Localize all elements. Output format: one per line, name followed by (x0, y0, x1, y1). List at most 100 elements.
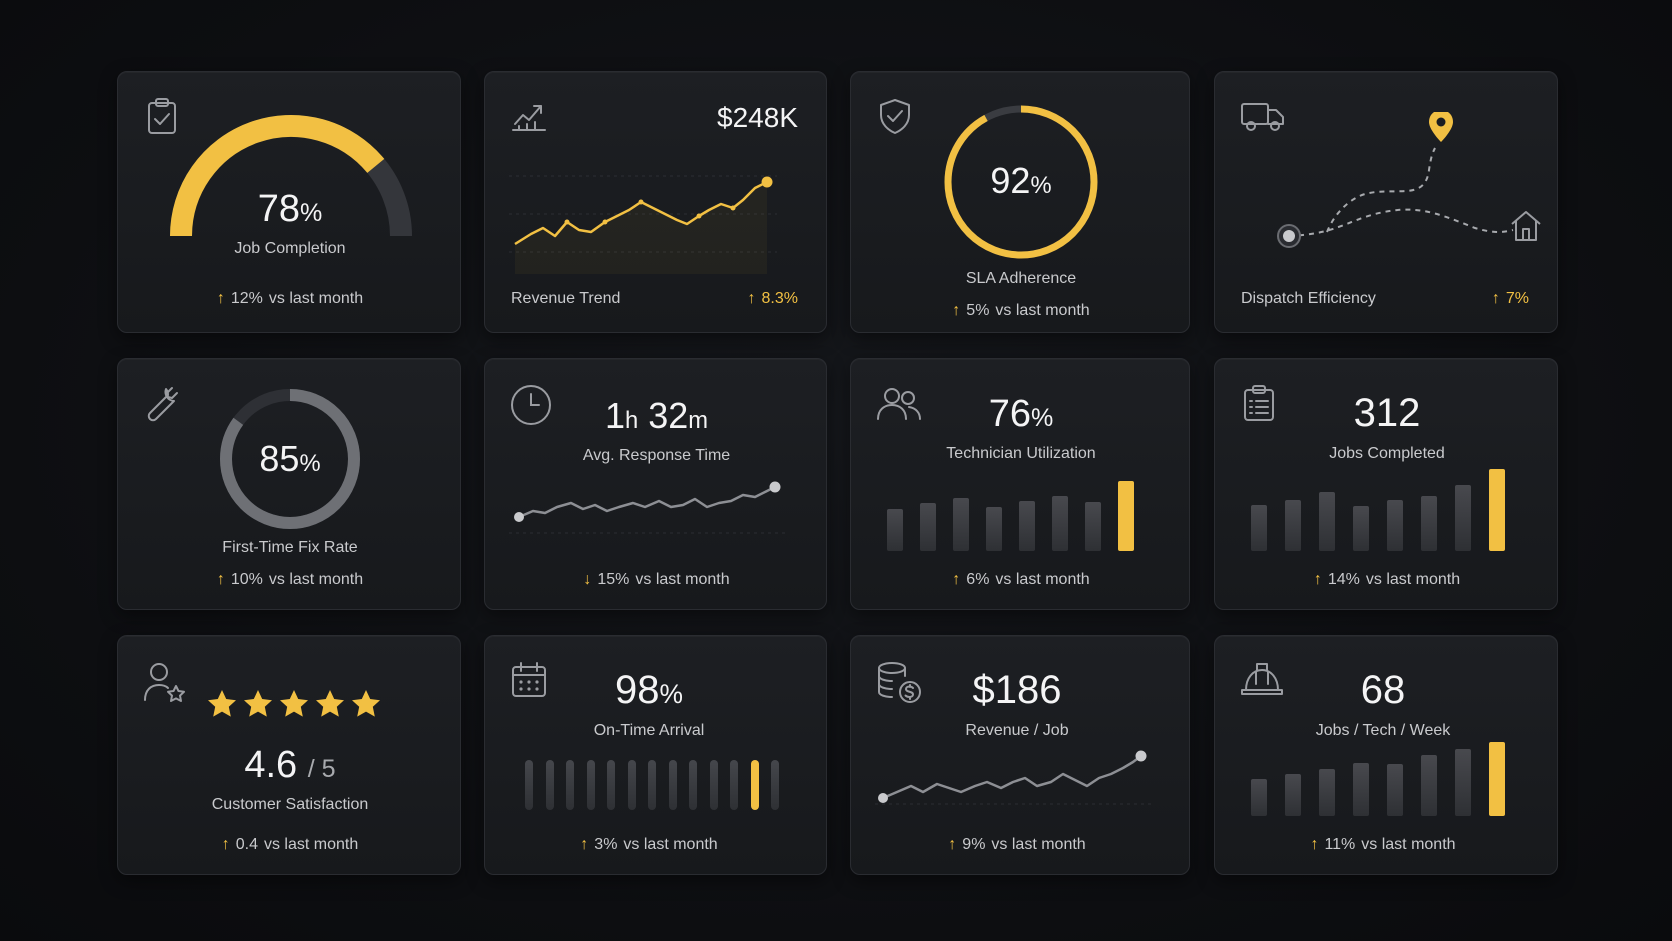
bar (1421, 496, 1437, 551)
star-icon (244, 690, 272, 717)
jobs-per-tech-card[interactable]: 68 Jobs / Tech / Week ↑ 11% vs last month (1214, 635, 1558, 875)
revenue-per-job-delta: ↑ 9% vs last month (948, 836, 1086, 853)
star-rating (206, 688, 386, 724)
bar (668, 760, 677, 810)
bar (953, 497, 969, 551)
bar (986, 506, 1002, 551)
bar (1421, 754, 1437, 816)
jobs-per-tech-value: 68 (1360, 668, 1406, 712)
bar (1353, 762, 1369, 816)
dispatch-efficiency-card[interactable]: Dispatch Efficiency ↑ 7% (1214, 71, 1558, 333)
first-fix-label: First-Time Fix Rate (222, 539, 358, 556)
revenue-per-job-sparkline (875, 750, 1155, 805)
dispatch-route-map (1277, 112, 1541, 248)
dispatch-label: Dispatch Efficiency (1241, 290, 1376, 307)
utilization-value: 76% (988, 393, 1054, 435)
truck-icon (1239, 96, 1287, 136)
trend-chart-icon (509, 96, 549, 136)
star-icon (208, 690, 236, 717)
utilization-delta: ↑ 6% vs last month (952, 571, 1090, 588)
sla-ring (944, 105, 1098, 259)
jobs-completed-delta: ↑ 14% vs last month (1313, 571, 1461, 588)
sla-value: 92% (990, 160, 1052, 201)
job-completion-label: Job Completion (234, 240, 346, 257)
satisfaction-label: Customer Satisfaction (211, 796, 369, 813)
bar (1353, 505, 1369, 551)
on-time-delta: ↑ 3% vs last month (580, 836, 718, 853)
bar (887, 509, 903, 551)
bar (1455, 485, 1471, 551)
bar (1085, 502, 1101, 551)
bar (1387, 500, 1403, 551)
star-icon (352, 690, 380, 717)
jobs-per-tech-label: Jobs / Tech / Week (1315, 722, 1451, 739)
bar (545, 760, 554, 810)
coins-dollar-icon (875, 660, 923, 706)
customer-satisfaction-card[interactable]: 4.6 / 5 Customer Satisfaction ↑ 0.4 vs las… (117, 635, 461, 875)
bar (920, 503, 936, 551)
bar (1319, 769, 1335, 816)
bar (566, 760, 574, 810)
wrench-icon (142, 383, 182, 423)
response-time-value: 1h 32m (604, 395, 709, 436)
first-fix-ring (220, 389, 360, 529)
on-time-value: 98% (615, 668, 683, 712)
satisfaction-delta: ↑ 0.4 vs last month (221, 836, 359, 853)
calendar-icon (509, 660, 549, 700)
job-completion-card[interactable]: 78% Job Completion ↑ 12% vs last month (117, 71, 461, 333)
utilization-bar-chart (887, 475, 1147, 551)
bar (525, 760, 533, 810)
bar (709, 760, 718, 810)
utilization-label: Technician Utilization (946, 445, 1096, 462)
response-time-sparkline (509, 481, 789, 534)
jobs-per-tech-bar-chart (1251, 742, 1521, 816)
hard-hat-icon (1239, 660, 1285, 700)
jobs-completed-bar-chart (1251, 469, 1521, 551)
jobs-per-tech-delta: ↑ 11% vs last month (1310, 836, 1456, 853)
bar (1052, 496, 1068, 551)
job-completion-delta: ↑ 12% vs last month (216, 290, 364, 307)
bar (1387, 763, 1403, 816)
satisfaction-value: 4.6 / 5 (244, 744, 336, 786)
map-pin-icon (1429, 112, 1453, 142)
first-fix-value: 85% (259, 438, 321, 479)
on-time-label: On-Time Arrival (593, 722, 705, 739)
technician-utilization-card[interactable]: 76% Technician Utilization ↑ 6% vs last mo… (850, 358, 1190, 610)
home-icon (1511, 211, 1541, 241)
star-icon (280, 690, 308, 717)
bar (1319, 492, 1335, 551)
jobs-completed-value: 312 (1353, 391, 1421, 435)
clipboard-list-icon (1239, 383, 1279, 423)
bar (730, 760, 738, 810)
user-star-icon (142, 660, 188, 706)
bar (689, 760, 697, 810)
response-time-label: Avg. Response Time (582, 447, 731, 464)
bar (1455, 748, 1471, 816)
sla-adherence-card[interactable]: 92% SLA Adherence ↑ 5% vs last month (850, 71, 1190, 333)
response-time-card[interactable]: 1h 32m Avg. Response Time ↓ 15% vs last mo… (484, 358, 827, 610)
revenue-trend-label: Revenue Trend (511, 290, 621, 307)
revenue-trend-sparkline (509, 175, 777, 274)
bar (648, 760, 656, 810)
on-time-arrival-card[interactable]: 98% On-Time Arrival ↑ 3% vs last month (484, 635, 827, 875)
users-icon (875, 383, 923, 423)
response-time-delta: ↓ 15% vs last month (583, 571, 730, 588)
revenue-per-job-label: Revenue / Job (965, 722, 1069, 739)
bar (771, 760, 779, 810)
jobs-completed-card[interactable]: 312 Jobs Completed ↑ 14% vs last month (1214, 358, 1558, 610)
revenue-trend-delta: ↑ 8.3% (747, 290, 798, 307)
revenue-per-job-card[interactable]: $186 Revenue / Job ↑ 9% vs last month (850, 635, 1190, 875)
shield-check-icon (875, 96, 915, 136)
dispatch-delta: ↑ 7% (1491, 290, 1529, 307)
bar (1285, 500, 1301, 551)
bar (1251, 779, 1267, 816)
job-completion-value: 78% (257, 188, 323, 230)
jobs-completed-label: Jobs Completed (1329, 445, 1445, 462)
revenue-trend-card[interactable]: $248K Revenue Trend ↑ 8.3% (484, 71, 827, 333)
first-fix-card[interactable]: 85% First-Time Fix Rate ↑ 10% vs last mont… (117, 358, 461, 610)
revenue-trend-value: $248K (717, 102, 798, 133)
sla-delta: ↑ 5% vs last month (952, 302, 1090, 319)
bar-highlight (750, 760, 759, 810)
bar (586, 760, 595, 810)
first-fix-delta: ↑ 10% vs last month (216, 571, 364, 588)
